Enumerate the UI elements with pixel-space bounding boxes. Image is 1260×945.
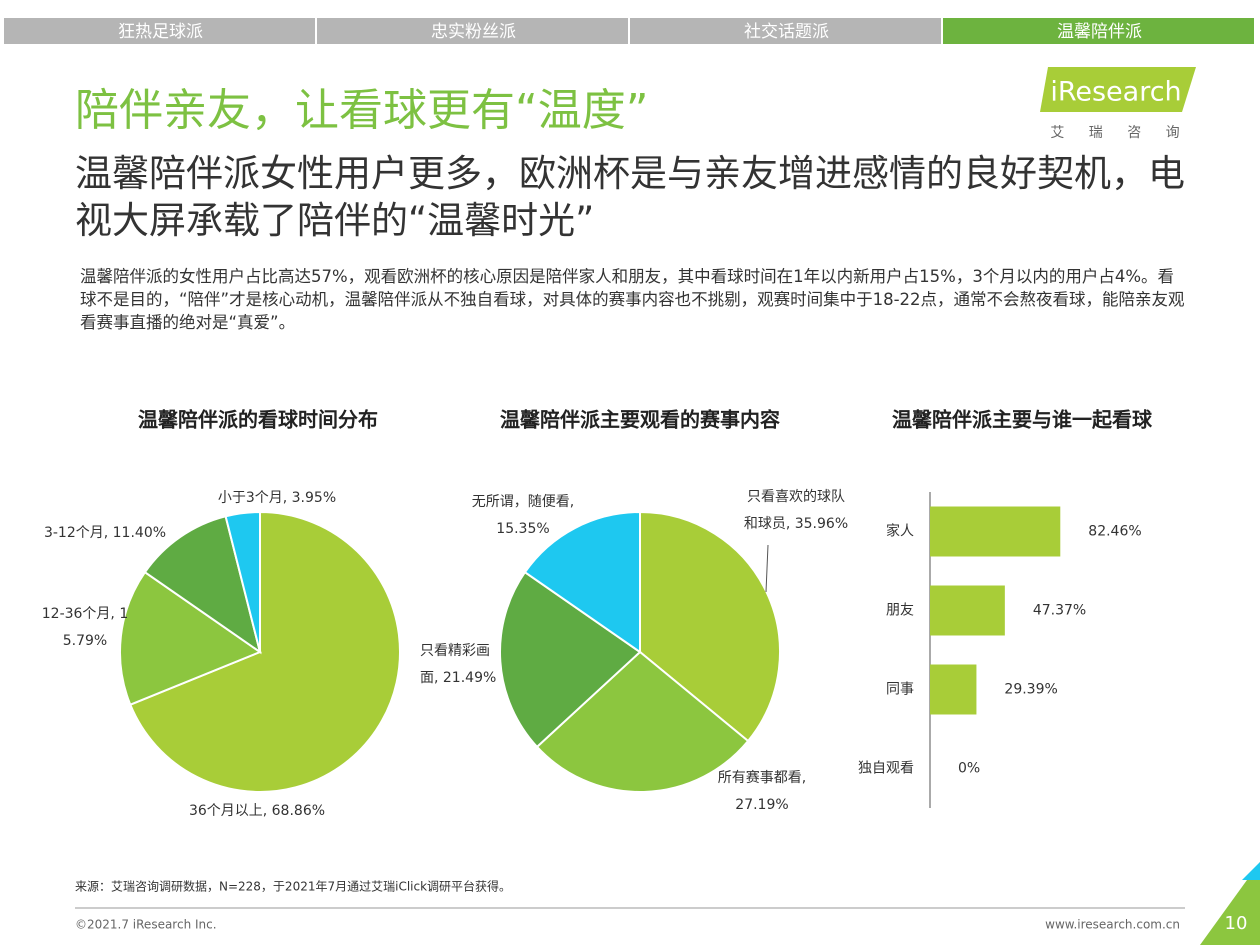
bar bbox=[930, 585, 1005, 636]
label-line: 面, 21.49% bbox=[420, 670, 496, 686]
bar bbox=[930, 664, 977, 715]
label-line: 只看喜欢的球队 bbox=[747, 489, 845, 505]
label-line: 所有赛事都看, bbox=[718, 770, 806, 786]
body-text: 温馨陪伴派的女性用户占比高达57%，观看欧洲杯的核心原因是陪伴家人和朋友，其中看… bbox=[80, 267, 1185, 332]
pie-slice bbox=[224, 510, 261, 653]
tab-label: 社交话题派 bbox=[744, 22, 829, 42]
tab-label: 狂热足球派 bbox=[118, 22, 203, 42]
data-label: 只看喜欢的球队和球员, 35.96% bbox=[744, 489, 848, 532]
label-line: 和球员, 35.96% bbox=[744, 516, 848, 532]
data-label: 3-12个月, 11.40% bbox=[44, 525, 166, 541]
category-label: 朋友 bbox=[886, 603, 914, 619]
tab-label: 忠实粉丝派 bbox=[431, 22, 516, 42]
label-line: 无所谓，随便看, bbox=[472, 494, 574, 510]
data-label: 47.37% bbox=[1033, 603, 1086, 619]
slide-title: 陪伴亲友，让看球更有“温度” bbox=[75, 85, 649, 136]
bar bbox=[930, 506, 1061, 557]
data-label: 82.46% bbox=[1088, 524, 1141, 540]
label-line: 27.19% bbox=[735, 797, 788, 813]
category-label: 家人 bbox=[886, 523, 914, 540]
label-line: 只看精彩画 bbox=[420, 643, 490, 659]
data-label: 只看精彩画面, 21.49% bbox=[420, 643, 496, 686]
copyright: ©2021.7 iResearch Inc. bbox=[75, 918, 217, 932]
data-label: 无所谓，随便看, 15.35% bbox=[472, 494, 574, 537]
page-number: 10 bbox=[1225, 913, 1248, 934]
data-label: 小于3个月, 3.95% bbox=[218, 490, 336, 506]
pie-slice bbox=[499, 570, 642, 749]
pie-slice bbox=[128, 510, 401, 793]
logo-sub: 艾 瑞 咨 询 bbox=[1050, 125, 1189, 141]
data-label: 0% bbox=[958, 761, 980, 777]
source: 来源：艾瑞咨询调研数据，N=228，于2021年7月通过艾瑞iClick调研平台… bbox=[75, 879, 511, 894]
pie-slice bbox=[535, 650, 750, 793]
logo-badge bbox=[1040, 67, 1196, 112]
data-label: 所有赛事都看, 27.19% bbox=[718, 770, 806, 813]
label-line: 15.35% bbox=[496, 521, 549, 537]
leader-line bbox=[765, 544, 769, 593]
chart-title: 温馨陪伴派主要与谁一起看球 bbox=[892, 408, 1153, 432]
headline: 温馨陪伴派女性用户更多，欧洲杯是与亲友增进感情的良好契机，电视大屏承载了陪伴的“… bbox=[75, 152, 1185, 242]
logo: iResearch bbox=[1050, 77, 1181, 108]
tab bbox=[943, 18, 1254, 44]
corner-shape bbox=[1200, 862, 1260, 945]
label-line: 5.79% bbox=[63, 633, 107, 649]
tab bbox=[630, 18, 941, 44]
pie-slice bbox=[523, 510, 641, 654]
pie-slice bbox=[639, 510, 781, 743]
tab bbox=[317, 18, 628, 44]
pie-slice bbox=[119, 570, 263, 706]
data-label: 12-36个月, 1 5.79% bbox=[42, 606, 129, 649]
tab bbox=[4, 18, 315, 44]
url: www.iresearch.com.cn bbox=[1045, 918, 1180, 932]
category-label: 独自观看 bbox=[858, 761, 914, 777]
tab-label: 温馨陪伴派 bbox=[1057, 22, 1142, 42]
label-line: 12-36个月, 1 bbox=[42, 606, 129, 622]
chart-title: 温馨陪伴派主要观看的赛事内容 bbox=[500, 408, 780, 432]
pie-slice bbox=[143, 515, 262, 655]
data-label: 29.39% bbox=[1004, 682, 1057, 698]
corner-accent bbox=[1242, 862, 1260, 880]
category-label: 同事 bbox=[886, 682, 914, 698]
data-label: 36个月以上, 68.86% bbox=[189, 803, 325, 819]
chart-title: 温馨陪伴派的看球时间分布 bbox=[138, 408, 378, 432]
